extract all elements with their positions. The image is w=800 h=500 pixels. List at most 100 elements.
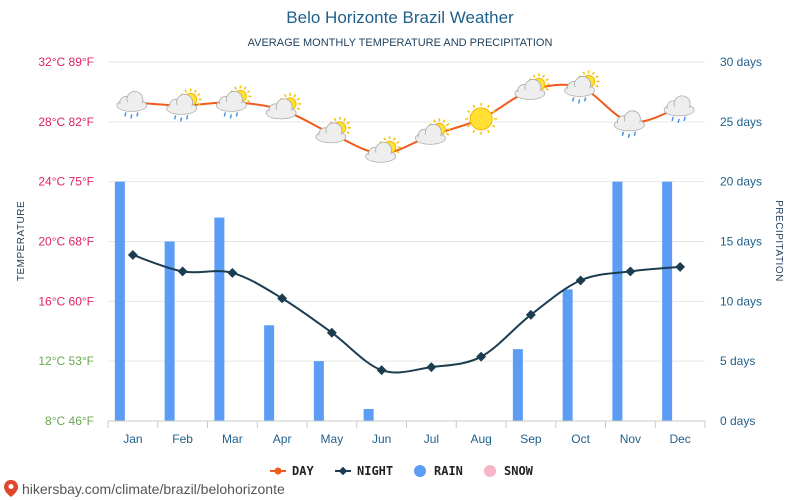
x-tick-label: Jan [123,432,142,446]
rain-bar [264,325,275,421]
night-point [575,275,586,286]
x-tick-label: Aug [470,432,491,446]
rain-bar [662,181,673,421]
cloud-icon [613,110,645,132]
night-point [525,309,536,320]
right-axis-ticks: 30 days 25 days 20 days 15 days 10 days 5 day… [720,55,762,428]
y-tick-label: 32°C 89°F [38,55,94,69]
cloud-icon [414,123,446,145]
sun-icon [465,102,498,135]
legend-item-day: DAY [270,464,314,478]
legend-label: RAIN [434,464,463,478]
y-tick-label: 24°C 75°F [38,175,94,189]
y-axis-label: TEMPERATURE [16,201,27,281]
x-tick-label: Nov [620,432,641,446]
y2-tick-label: 0 days [720,414,755,428]
raindrops-icon [223,112,239,119]
y2-axis-label: PRECIPITATION [773,200,784,282]
y2-tick-label: 5 days [720,354,755,368]
raindrops-icon [621,131,637,139]
legend-marker [338,466,348,476]
night-point [277,293,288,304]
y-tick-label: 28°C 82°F [38,115,94,129]
y-tick-label: 20°C 68°F [38,235,94,249]
cloud-sun-icon [265,92,302,120]
raindrops-icon [671,116,686,124]
raindrops-icon [173,115,189,122]
y-tick-label: 16°C 60°F [38,294,94,308]
rain-bar [512,349,523,421]
legend-item-rain: RAIN [414,464,463,478]
y2-tick-label: 10 days [720,294,762,308]
night-point [675,261,686,272]
x-tick-label: Jul [424,432,439,446]
night-point [426,362,437,373]
rain-bar [612,181,623,421]
weather-icons [116,70,695,163]
raindrops-icon [124,112,139,119]
legend-marker [414,465,426,477]
night-point [476,351,487,362]
legend-item-night: NIGHT [335,464,393,478]
rain-bar [164,241,175,421]
rain-bar [114,181,125,421]
cloud-icon [116,90,148,112]
cloud-rain-icon [116,90,148,119]
night-point [127,250,138,260]
left-axis-ticks: 32°C 89°F 28°C 82°F 24°C 75°F 20°C 68°F 16°C… [38,55,94,428]
x-tick-label: Sep [520,432,542,446]
legend: DAY NIGHT RAIN SNOW [270,464,534,478]
chart-title: Belo Horizonte Brazil Weather [286,8,514,27]
x-tick-label: Jun [372,432,391,446]
chart-subtitle: AVERAGE MONTHLY TEMPERATURE AND PRECIPIT… [248,37,553,49]
rain-bar [562,289,573,421]
x-axis: Jan Feb Mar Apr May Jun Jul Aug Sep Oct Nov Dec [107,420,706,446]
night-point [227,267,238,278]
y-tick-label: 8°C 46°F [45,414,94,428]
cloud-icon [514,79,546,100]
day-temperature-line [132,83,681,155]
night-point [326,327,337,338]
night-point [625,266,636,277]
cloud-icon [265,98,297,120]
rain-bar [313,361,324,421]
raindrops-icon [571,97,587,104]
x-tick-label: Apr [273,432,292,446]
cloud-icon [564,76,596,97]
cloud-icon [315,122,347,144]
cloud-rain-icon [613,110,645,139]
legend-label: SNOW [504,464,534,478]
rain-bars [114,181,673,421]
legend-label: DAY [292,464,314,478]
cloud-sun-icon [414,118,451,145]
cloud-sun-icon [365,136,401,163]
cloud-sun-rain-icon [564,70,600,104]
location-pin-icon [4,480,18,497]
legend-marker [274,467,282,475]
source-link[interactable]: hikersbay.com/climate/brazil/belohorizon… [22,481,285,497]
rain-bar [363,409,374,421]
legend-label: NIGHT [357,464,393,478]
cloud-icon [166,93,198,115]
cloud-sun-icon [514,73,550,100]
legend-marker [484,465,496,477]
cloud-rain-icon [663,95,695,124]
y2-tick-label: 25 days [720,115,762,129]
cloud-icon [663,95,695,117]
cloud-icon [215,90,247,112]
y-tick-label: 12°C 53°F [38,354,94,368]
y2-tick-label: 15 days [720,235,762,249]
night-point [177,266,188,277]
sun-icon [465,102,498,135]
legend-item-snow: SNOW [484,464,534,478]
x-tick-label: Feb [172,432,193,446]
cloud-icon [365,141,397,163]
x-tick-label: Mar [222,432,243,446]
y2-tick-label: 20 days [720,175,762,189]
night-point [376,365,387,376]
night-markers [127,250,686,376]
cloud-sun-icon [315,116,351,144]
x-tick-label: May [321,432,344,446]
cloud-sun-rain-icon [166,88,202,122]
x-tick-label: Oct [571,432,590,446]
